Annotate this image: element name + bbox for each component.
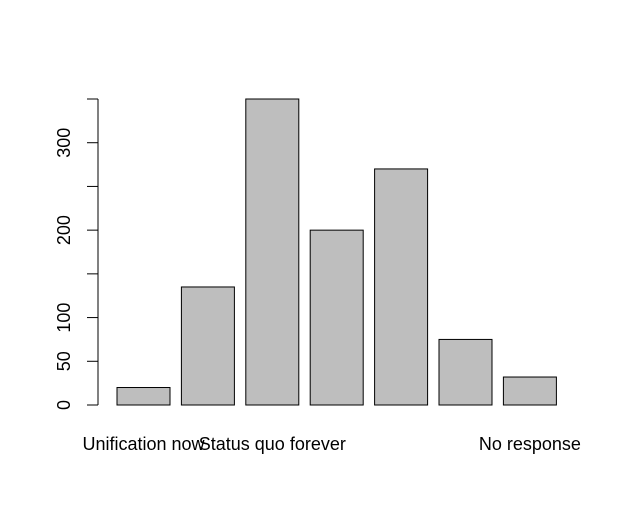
y-tick-label: 50 — [54, 351, 74, 371]
y-axis: 0 50 100 200 300 — [54, 98, 99, 410]
x-category-label: No response — [479, 434, 581, 454]
y-tick-label: 0 — [54, 400, 74, 410]
bar — [309, 229, 364, 406]
bar — [245, 98, 300, 406]
bar — [438, 338, 493, 406]
bar — [374, 168, 429, 406]
x-category-label: Unification now — [82, 434, 205, 454]
y-tick-label: 200 — [54, 215, 74, 245]
bar — [116, 387, 171, 406]
bars — [116, 98, 557, 406]
y-tick-label: 100 — [54, 303, 74, 333]
bar — [502, 376, 557, 406]
x-category-label: Status quo forever — [199, 434, 346, 454]
y-tick-label: 300 — [54, 128, 74, 158]
bar — [180, 286, 235, 406]
